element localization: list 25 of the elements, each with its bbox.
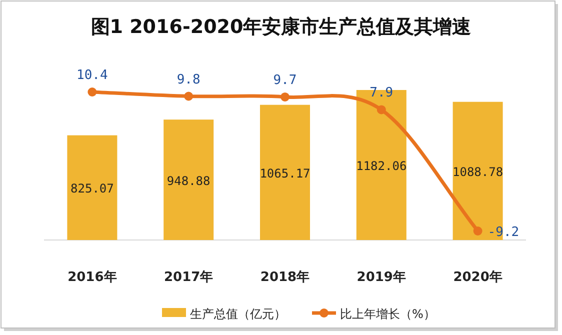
chart-title: 图1 2016-2020年安康市生产总值及其增速 (90, 16, 472, 38)
point (376, 105, 386, 114)
data-label: 1088.78 (452, 164, 504, 179)
x-tick-label: 2019年 (356, 270, 406, 285)
point (473, 226, 482, 236)
point (88, 88, 97, 96)
data-label: 10.4 (76, 68, 108, 83)
data-label: 1182.06 (356, 159, 407, 173)
x-tick-label: 2020年 (453, 270, 502, 285)
x-tick-label: 2016年 (68, 270, 117, 285)
data-label: 948.88 (166, 174, 210, 188)
x-tick-label: 2017年 (164, 270, 214, 285)
x-tick-label: 2018年 (260, 270, 310, 285)
data-label: 825.07 (70, 182, 114, 196)
point (280, 92, 290, 102)
bar (164, 120, 214, 240)
data-label: 9.7 (273, 72, 297, 88)
data-label: 7.9 (370, 86, 394, 101)
bar (67, 135, 118, 240)
data-label: 9.8 (176, 72, 200, 88)
point (184, 92, 194, 101)
bar (260, 104, 310, 240)
data-label: 1065.17 (260, 166, 310, 180)
legend-label: 比上年增长（%） (340, 307, 436, 321)
legend-label: 生产总值（亿元） (190, 307, 286, 321)
